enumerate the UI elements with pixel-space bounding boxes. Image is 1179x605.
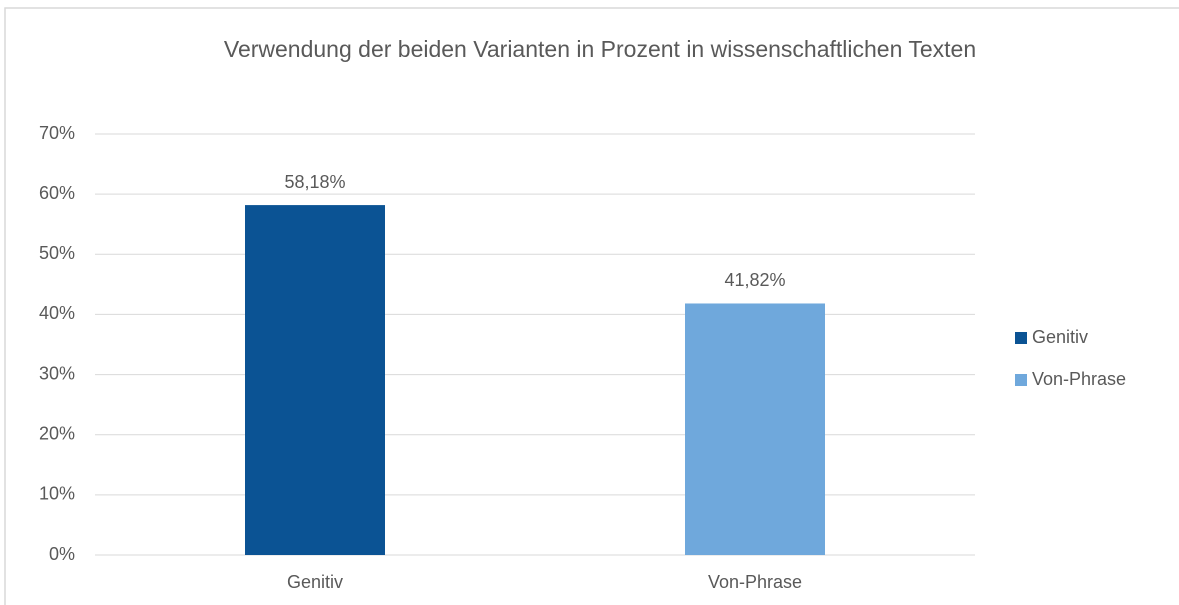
y-tick-label: 30% (39, 363, 75, 383)
y-tick-label: 40% (39, 303, 75, 323)
legend-label: Genitiv (1032, 327, 1088, 347)
y-tick-label: 70% (39, 123, 75, 143)
x-tick-label: Genitiv (287, 572, 343, 592)
data-label: 58,18% (284, 172, 345, 192)
y-tick-label: 50% (39, 243, 75, 263)
chart-title: Verwendung der beiden Varianten in Proze… (223, 36, 977, 62)
chart-border (4, 7, 1179, 605)
y-tick-label: 0% (49, 544, 75, 564)
bar (245, 205, 385, 555)
data-label: 41,82% (724, 270, 785, 290)
y-tick-label: 60% (39, 183, 75, 203)
legend-label: Von-Phrase (1032, 369, 1126, 389)
bar (685, 303, 825, 555)
y-tick-label: 20% (39, 423, 75, 443)
x-tick-label: Von-Phrase (708, 572, 802, 592)
y-tick-label: 10% (39, 484, 75, 504)
legend-swatch (1015, 332, 1027, 344)
legend-swatch (1015, 374, 1027, 386)
